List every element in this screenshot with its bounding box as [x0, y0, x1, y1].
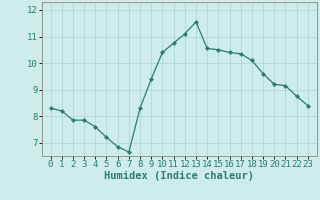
X-axis label: Humidex (Indice chaleur): Humidex (Indice chaleur)	[104, 171, 254, 181]
